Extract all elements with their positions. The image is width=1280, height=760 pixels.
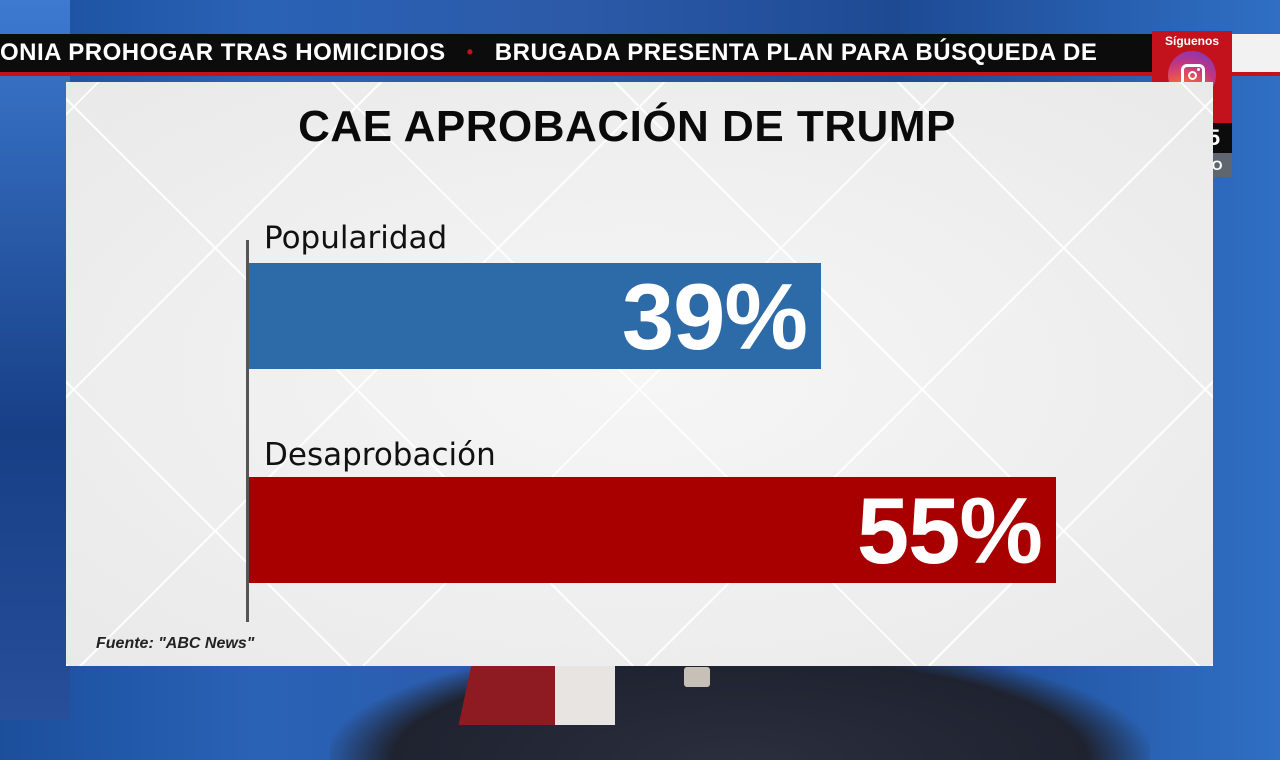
bar-value-popularidad: 39%: [621, 264, 808, 369]
bar-value-desaprobacion: 55%: [856, 478, 1043, 583]
ticker-item-1: ONIA PROHOGAR TRAS HOMICIDIOS: [0, 39, 446, 66]
news-ticker: ONIA PROHOGAR TRAS HOMICIDIOS • BRUGADA …: [0, 34, 1280, 76]
ticker-text: ONIA PROHOGAR TRAS HOMICIDIOS • BRUGADA …: [0, 39, 1097, 67]
bar-label-desaprobacion: Desaprobación: [264, 437, 496, 473]
chart-panel: CAE APROBACIÓN DE TRUMP Popularidad 39% …: [66, 82, 1213, 666]
bar-popularidad: 39%: [249, 263, 821, 369]
ticker-item-2: BRUGADA PRESENTA PLAN PARA BÚSQUEDA DE: [494, 39, 1098, 66]
background-shirt: [555, 665, 615, 725]
ticker-end-block: [1232, 34, 1280, 72]
background-lapel-pin: [684, 667, 710, 687]
chart-title: CAE APROBACIÓN DE TRUMP: [298, 102, 956, 151]
background-blur: [0, 0, 70, 720]
ticker-separator: •: [466, 42, 474, 62]
chart-axis-line: [246, 240, 249, 622]
bar-label-popularidad: Popularidad: [264, 220, 448, 256]
bar-desaprobacion: 55%: [249, 477, 1056, 583]
source-note: Fuente: "ABC News": [96, 635, 255, 652]
follow-label: Síguenos: [1164, 34, 1219, 48]
